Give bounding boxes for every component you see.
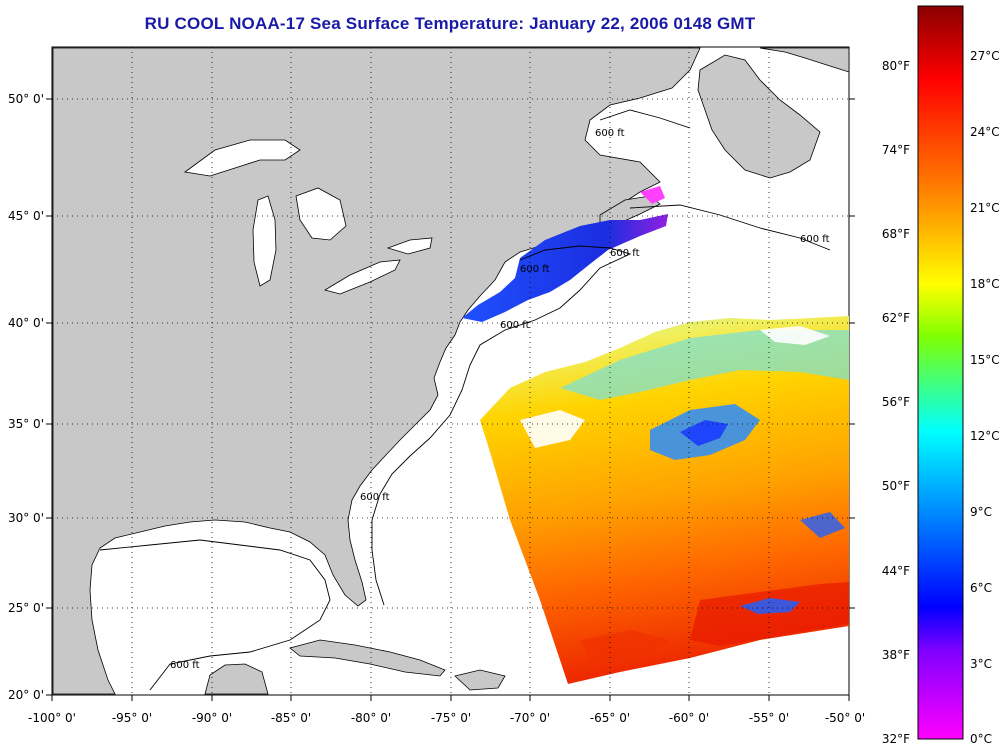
contour-label: 600 ft bbox=[595, 128, 625, 139]
lat-label: 45° 0' bbox=[8, 209, 44, 223]
celsius-label: 27°C bbox=[970, 49, 1000, 63]
newfoundland-land bbox=[697, 54, 821, 179]
fahrenheit-label: 74°F bbox=[882, 143, 910, 157]
north-america-land bbox=[52, 47, 701, 695]
lake-erie bbox=[323, 259, 401, 295]
contour-label: 600 ft bbox=[610, 248, 640, 259]
sst-main-swath bbox=[480, 316, 849, 684]
contour-label: 600 ft bbox=[170, 660, 200, 671]
lat-label: 50° 0' bbox=[8, 92, 44, 106]
lon-label: -80° 0' bbox=[351, 711, 391, 725]
colorbar-celsius-labels: 27°C 24°C 21°C 18°C 15°C 12°C 9°C 6°C 3°… bbox=[970, 49, 1000, 746]
sst-blue-filament-2 bbox=[800, 512, 845, 538]
lon-label: -90° 0' bbox=[192, 711, 232, 725]
lon-label: -55° 0' bbox=[749, 711, 789, 725]
fahrenheit-label: 44°F bbox=[882, 564, 910, 578]
land-masses bbox=[52, 47, 850, 695]
lat-label: 35° 0' bbox=[8, 417, 44, 431]
lon-label: -95° 0' bbox=[112, 711, 152, 725]
great-lakes bbox=[183, 139, 433, 295]
celsius-label: 24°C bbox=[970, 125, 1000, 139]
celsius-label: 6°C bbox=[970, 581, 992, 595]
sst-cool-band bbox=[560, 330, 849, 400]
celsius-label: 3°C bbox=[970, 657, 992, 671]
lat-label: 25° 0' bbox=[8, 601, 44, 615]
longitude-labels: -100° 0' -95° 0' -90° 0' -85° 0' -80° 0'… bbox=[28, 711, 865, 725]
lake-superior bbox=[183, 139, 301, 177]
graticule bbox=[52, 47, 849, 695]
lat-label: 30° 0' bbox=[8, 511, 44, 525]
gulf-of-st-lawrence-sst bbox=[640, 186, 665, 204]
lon-label: -60° 0' bbox=[669, 711, 709, 725]
sst-warm-patch-1 bbox=[690, 582, 849, 646]
lon-label: -85° 0' bbox=[271, 711, 311, 725]
colorbar: 80°F 74°F 68°F 62°F 56°F 50°F 44°F 38°F … bbox=[882, 5, 1000, 746]
gulf-of-maine-sst bbox=[462, 214, 668, 322]
shelf-contour-labrador bbox=[599, 109, 691, 129]
contour-label: 600 ft bbox=[500, 320, 530, 331]
contour-label: 600 ft bbox=[360, 492, 390, 503]
fahrenheit-label: 68°F bbox=[882, 227, 910, 241]
shelf-contour-atlantic bbox=[371, 245, 632, 606]
sst-cloud-gap-2 bbox=[760, 326, 830, 345]
cuba-land bbox=[289, 639, 446, 677]
celsius-label: 9°C bbox=[970, 505, 992, 519]
colorbar-gradient bbox=[917, 5, 964, 740]
fahrenheit-label: 50°F bbox=[882, 479, 910, 493]
sst-cold-eddy-core bbox=[680, 420, 728, 446]
fahrenheit-label: 32°F bbox=[882, 732, 910, 746]
celsius-label: 21°C bbox=[970, 201, 1000, 215]
lake-ontario bbox=[386, 237, 433, 255]
lon-label: -65° 0' bbox=[590, 711, 630, 725]
lon-label: -75° 0' bbox=[431, 711, 471, 725]
lat-label: 40° 0' bbox=[8, 316, 44, 330]
lake-huron bbox=[295, 187, 347, 241]
lat-label: 20° 0' bbox=[8, 688, 44, 702]
sst-warm-patch-2 bbox=[580, 630, 670, 670]
celsius-label: 18°C bbox=[970, 277, 1000, 291]
lon-label: -70° 0' bbox=[510, 711, 550, 725]
depth-contours bbox=[99, 109, 831, 691]
lake-michigan bbox=[252, 195, 277, 287]
hispaniola-land bbox=[454, 669, 506, 691]
axis-ticks bbox=[46, 98, 855, 701]
labrador-land bbox=[759, 47, 850, 73]
map-title: RU COOL NOAA-17 Sea Surface Temperature:… bbox=[144, 14, 756, 33]
lon-label: -50° 0' bbox=[825, 711, 865, 725]
sst-blue-filament bbox=[740, 598, 800, 614]
colorbar-fahrenheit-labels: 80°F 74°F 68°F 62°F 56°F 50°F 44°F 38°F … bbox=[882, 59, 910, 746]
celsius-label: 12°C bbox=[970, 429, 1000, 443]
shelf-contour-gulf bbox=[99, 539, 331, 691]
shelf-contour-scotian bbox=[629, 204, 831, 251]
celsius-label: 15°C bbox=[970, 353, 1000, 367]
latitude-labels: 50° 0' 45° 0' 40° 0' 35° 0' 30° 0' 25° 0… bbox=[8, 92, 44, 702]
sst-swath bbox=[480, 316, 849, 684]
fahrenheit-label: 80°F bbox=[882, 59, 910, 73]
celsius-label: 0°C bbox=[970, 732, 992, 746]
yucatan-land bbox=[204, 663, 269, 695]
contour-label: 600 ft bbox=[520, 264, 550, 275]
fahrenheit-label: 38°F bbox=[882, 648, 910, 662]
fahrenheit-label: 56°F bbox=[882, 395, 910, 409]
sst-cloud-gap-1 bbox=[520, 410, 585, 448]
fahrenheit-label: 62°F bbox=[882, 311, 910, 325]
lon-label: -100° 0' bbox=[28, 711, 76, 725]
contour-label: 600 ft bbox=[800, 234, 830, 245]
depth-contour-labels: 600 ft 600 ft 600 ft 600 ft 600 ft 600 f… bbox=[170, 128, 830, 671]
